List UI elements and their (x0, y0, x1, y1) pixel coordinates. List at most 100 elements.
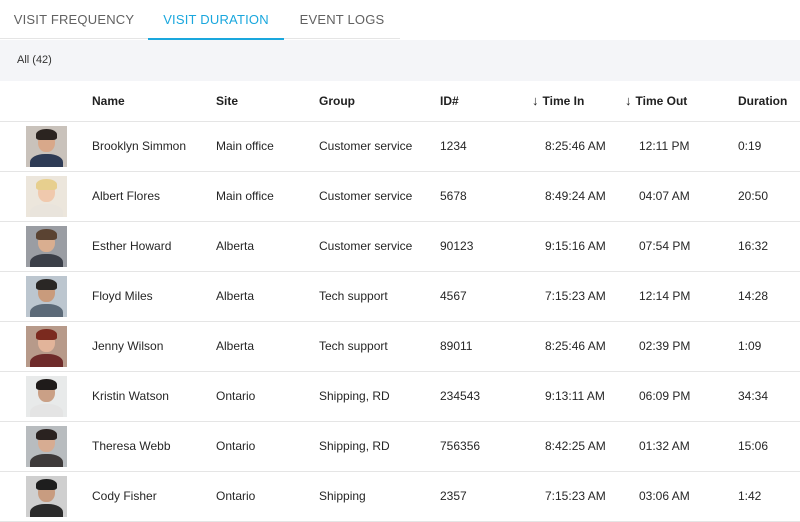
cell-duration: 16:32 (738, 239, 769, 253)
avatar-part (30, 304, 63, 317)
avatar-part (30, 504, 63, 517)
cell-site: Alberta (216, 239, 255, 253)
avatar-part (36, 429, 57, 440)
cell-name: Albert Flores (92, 189, 161, 203)
cell-site: Alberta (216, 339, 255, 353)
cell-duration: 1:42 (738, 489, 762, 503)
cell-id: 5678 (440, 189, 467, 203)
cell-id: 234543 (440, 389, 481, 403)
column-header-name[interactable]: Name (92, 94, 125, 108)
table-row[interactable]: Floyd Miles Alberta Tech support 4567 7:15:2… (0, 272, 800, 322)
cell-time-in: 9:15:16 AM (545, 239, 606, 253)
filter-all-count[interactable]: All (42) (17, 54, 52, 66)
table-row[interactable]: Cody Fisher Ontario Shipping 2357 7:15:23 AM… (0, 472, 800, 522)
cell-id: 2357 (440, 489, 467, 503)
table-row[interactable]: Brooklyn Simmon Main office Customer servi… (0, 122, 800, 172)
avatar-part (30, 454, 63, 467)
avatar-part (30, 204, 63, 217)
arrow-down-icon: ↓ (625, 93, 632, 108)
tab-event-logs[interactable]: EVENT LOGS (299, 12, 385, 27)
column-header-group[interactable]: Group (319, 94, 355, 108)
cell-group: Customer service (319, 139, 413, 153)
avatar-part (36, 129, 57, 140)
column-header-duration[interactable]: Duration (738, 94, 788, 108)
cell-time-out: 03:06 AM (639, 489, 690, 503)
cell-time-in: 7:15:23 AM (545, 289, 606, 303)
filter-bar: All (42) (0, 40, 800, 81)
active-tab-indicator (148, 38, 284, 40)
avatar-part (30, 404, 63, 417)
cell-group: Customer service (319, 239, 413, 253)
column-header-time-out-label: Time Out (635, 94, 688, 108)
cell-time-out: 04:07 AM (639, 189, 690, 203)
avatar (26, 126, 67, 167)
avatar-part (36, 229, 57, 240)
avatar (26, 476, 67, 517)
table-body: Brooklyn Simmon Main office Customer servi… (0, 122, 800, 522)
avatar-part (36, 329, 57, 340)
column-header-time-in-label: Time In (542, 94, 585, 108)
avatar (26, 226, 67, 267)
cell-duration: 34:34 (738, 389, 769, 403)
avatar-part (36, 179, 57, 190)
tab-bar: VISIT FREQUENCY VISIT DURATION EVENT LOG… (0, 0, 800, 40)
tab-visit-frequency[interactable]: VISIT FREQUENCY (13, 12, 135, 27)
avatar-part (30, 354, 63, 367)
table-row[interactable]: Jenny Wilson Alberta Tech support 89011 8:25… (0, 322, 800, 372)
cell-id: 90123 (440, 239, 474, 253)
cell-name: Floyd Miles (92, 289, 153, 303)
cell-time-out: 07:54 PM (639, 239, 691, 253)
cell-id: 756356 (440, 439, 481, 453)
cell-id: 1234 (440, 139, 467, 153)
cell-group: Shipping, RD (319, 389, 390, 403)
cell-group: Shipping (319, 489, 366, 503)
cell-name: Esther Howard (92, 239, 172, 253)
visits-table: Name Site Group ID# ↓ Time In ↓ Time Out D… (0, 81, 800, 522)
cell-time-in: 7:15:23 AM (545, 489, 606, 503)
cell-group: Customer service (319, 189, 413, 203)
avatar-part (36, 479, 57, 490)
cell-time-out: 02:39 PM (639, 339, 691, 353)
cell-time-out: 12:11 PM (639, 139, 690, 153)
table-row[interactable]: Albert Flores Main office Customer service… (0, 172, 800, 222)
cell-name: Cody Fisher (92, 489, 157, 503)
avatar (26, 376, 67, 417)
cell-time-out: 01:32 AM (639, 439, 690, 453)
cell-duration: 0:19 (738, 139, 762, 153)
cell-name: Kristin Watson (92, 389, 169, 403)
cell-name: Theresa Webb (92, 439, 171, 453)
cell-time-in: 8:25:46 AM (545, 339, 606, 353)
avatar-part (36, 279, 57, 290)
column-header-id[interactable]: ID# (440, 94, 459, 108)
cell-id: 89011 (440, 339, 473, 353)
tab-visit-duration[interactable]: VISIT DURATION (163, 12, 269, 27)
column-header-time-out[interactable]: ↓ Time Out (625, 81, 687, 121)
table-row[interactable]: Theresa Webb Ontario Shipping, RD 756356 8:4… (0, 422, 800, 472)
avatar-part (30, 254, 63, 267)
avatar (26, 326, 67, 367)
cell-duration: 15:06 (738, 439, 769, 453)
avatar (26, 426, 67, 467)
cell-group: Tech support (319, 339, 388, 353)
cell-duration: 1:09 (738, 339, 762, 353)
cell-name: Jenny Wilson (92, 339, 164, 353)
table-row[interactable]: Kristin Watson Ontario Shipping, RD 234543 9… (0, 372, 800, 422)
cell-time-in: 8:49:24 AM (545, 189, 606, 203)
cell-group: Tech support (319, 289, 388, 303)
cell-site: Ontario (216, 389, 256, 403)
table-row[interactable]: Esther Howard Alberta Customer service 9012… (0, 222, 800, 272)
cell-time-out: 12:14 PM (639, 289, 691, 303)
column-header-site[interactable]: Site (216, 94, 239, 108)
cell-time-out: 06:09 PM (639, 389, 691, 403)
table-header: Name Site Group ID# ↓ Time In ↓ Time Out D… (0, 81, 800, 122)
cell-id: 4567 (440, 289, 467, 303)
cell-site: Ontario (216, 439, 256, 453)
arrow-down-icon: ↓ (532, 93, 539, 108)
cell-time-in: 8:42:25 AM (545, 439, 606, 453)
avatar-part (36, 379, 57, 390)
column-header-time-in[interactable]: ↓ Time In (532, 81, 584, 121)
avatar (26, 276, 67, 317)
cell-duration: 20:50 (738, 189, 769, 203)
cell-time-in: 8:25:46 AM (545, 139, 606, 153)
cell-site: Main office (216, 189, 274, 203)
